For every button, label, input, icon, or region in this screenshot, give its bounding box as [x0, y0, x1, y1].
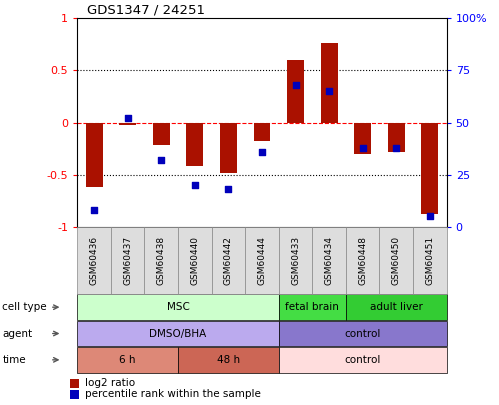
- Text: GSM60433: GSM60433: [291, 236, 300, 285]
- Bar: [279, 294, 346, 320]
- Text: GSM60434: GSM60434: [325, 236, 334, 285]
- Bar: [187, 123, 203, 166]
- Text: adult liver: adult liver: [370, 302, 423, 312]
- Text: agent: agent: [2, 328, 32, 339]
- Text: fetal brain: fetal brain: [285, 302, 339, 312]
- Bar: [354, 123, 371, 154]
- Bar: [253, 123, 270, 141]
- Bar: [346, 294, 447, 320]
- Bar: [279, 321, 447, 346]
- Bar: [279, 227, 312, 294]
- Bar: [119, 123, 136, 125]
- Point: [258, 149, 266, 155]
- Point: [90, 207, 98, 213]
- Bar: [86, 123, 102, 187]
- Point: [359, 144, 367, 151]
- Point: [392, 144, 400, 151]
- Bar: [70, 390, 79, 399]
- Point: [426, 213, 434, 220]
- Bar: [212, 227, 245, 294]
- Text: GSM60437: GSM60437: [123, 236, 132, 285]
- Bar: [153, 123, 170, 145]
- Bar: [145, 227, 178, 294]
- Text: control: control: [344, 328, 381, 339]
- Bar: [70, 379, 79, 388]
- Bar: [111, 227, 145, 294]
- Bar: [77, 294, 279, 320]
- Bar: [312, 227, 346, 294]
- Bar: [388, 123, 405, 152]
- Text: DMSO/BHA: DMSO/BHA: [149, 328, 207, 339]
- Text: cell type: cell type: [2, 302, 47, 312]
- Text: MSC: MSC: [167, 302, 190, 312]
- Text: 48 h: 48 h: [217, 355, 240, 365]
- Bar: [379, 227, 413, 294]
- Point: [191, 182, 199, 188]
- Bar: [321, 43, 337, 123]
- Text: log2 ratio: log2 ratio: [85, 378, 135, 388]
- Bar: [77, 321, 279, 346]
- Text: GSM60436: GSM60436: [90, 236, 99, 285]
- Point: [225, 186, 233, 192]
- Text: GSM60448: GSM60448: [358, 236, 367, 285]
- Text: GSM60450: GSM60450: [392, 236, 401, 285]
- Text: control: control: [344, 355, 381, 365]
- Bar: [178, 347, 279, 373]
- Point: [157, 157, 165, 163]
- Bar: [178, 227, 212, 294]
- Bar: [279, 347, 447, 373]
- Text: time: time: [2, 355, 26, 365]
- Point: [325, 88, 333, 94]
- Point: [124, 115, 132, 122]
- Bar: [77, 347, 178, 373]
- Text: GSM60438: GSM60438: [157, 236, 166, 285]
- Bar: [413, 227, 447, 294]
- Point: [291, 82, 299, 88]
- Bar: [422, 123, 438, 214]
- Text: percentile rank within the sample: percentile rank within the sample: [85, 390, 260, 399]
- Bar: [245, 227, 279, 294]
- Bar: [287, 60, 304, 123]
- Bar: [346, 227, 379, 294]
- Text: 6 h: 6 h: [119, 355, 136, 365]
- Text: GDS1347 / 24251: GDS1347 / 24251: [87, 3, 205, 16]
- Text: GSM60442: GSM60442: [224, 236, 233, 285]
- Text: GSM60451: GSM60451: [425, 236, 434, 285]
- Bar: [220, 123, 237, 173]
- Text: GSM60440: GSM60440: [190, 236, 199, 285]
- Bar: [77, 227, 111, 294]
- Text: GSM60444: GSM60444: [257, 236, 266, 285]
